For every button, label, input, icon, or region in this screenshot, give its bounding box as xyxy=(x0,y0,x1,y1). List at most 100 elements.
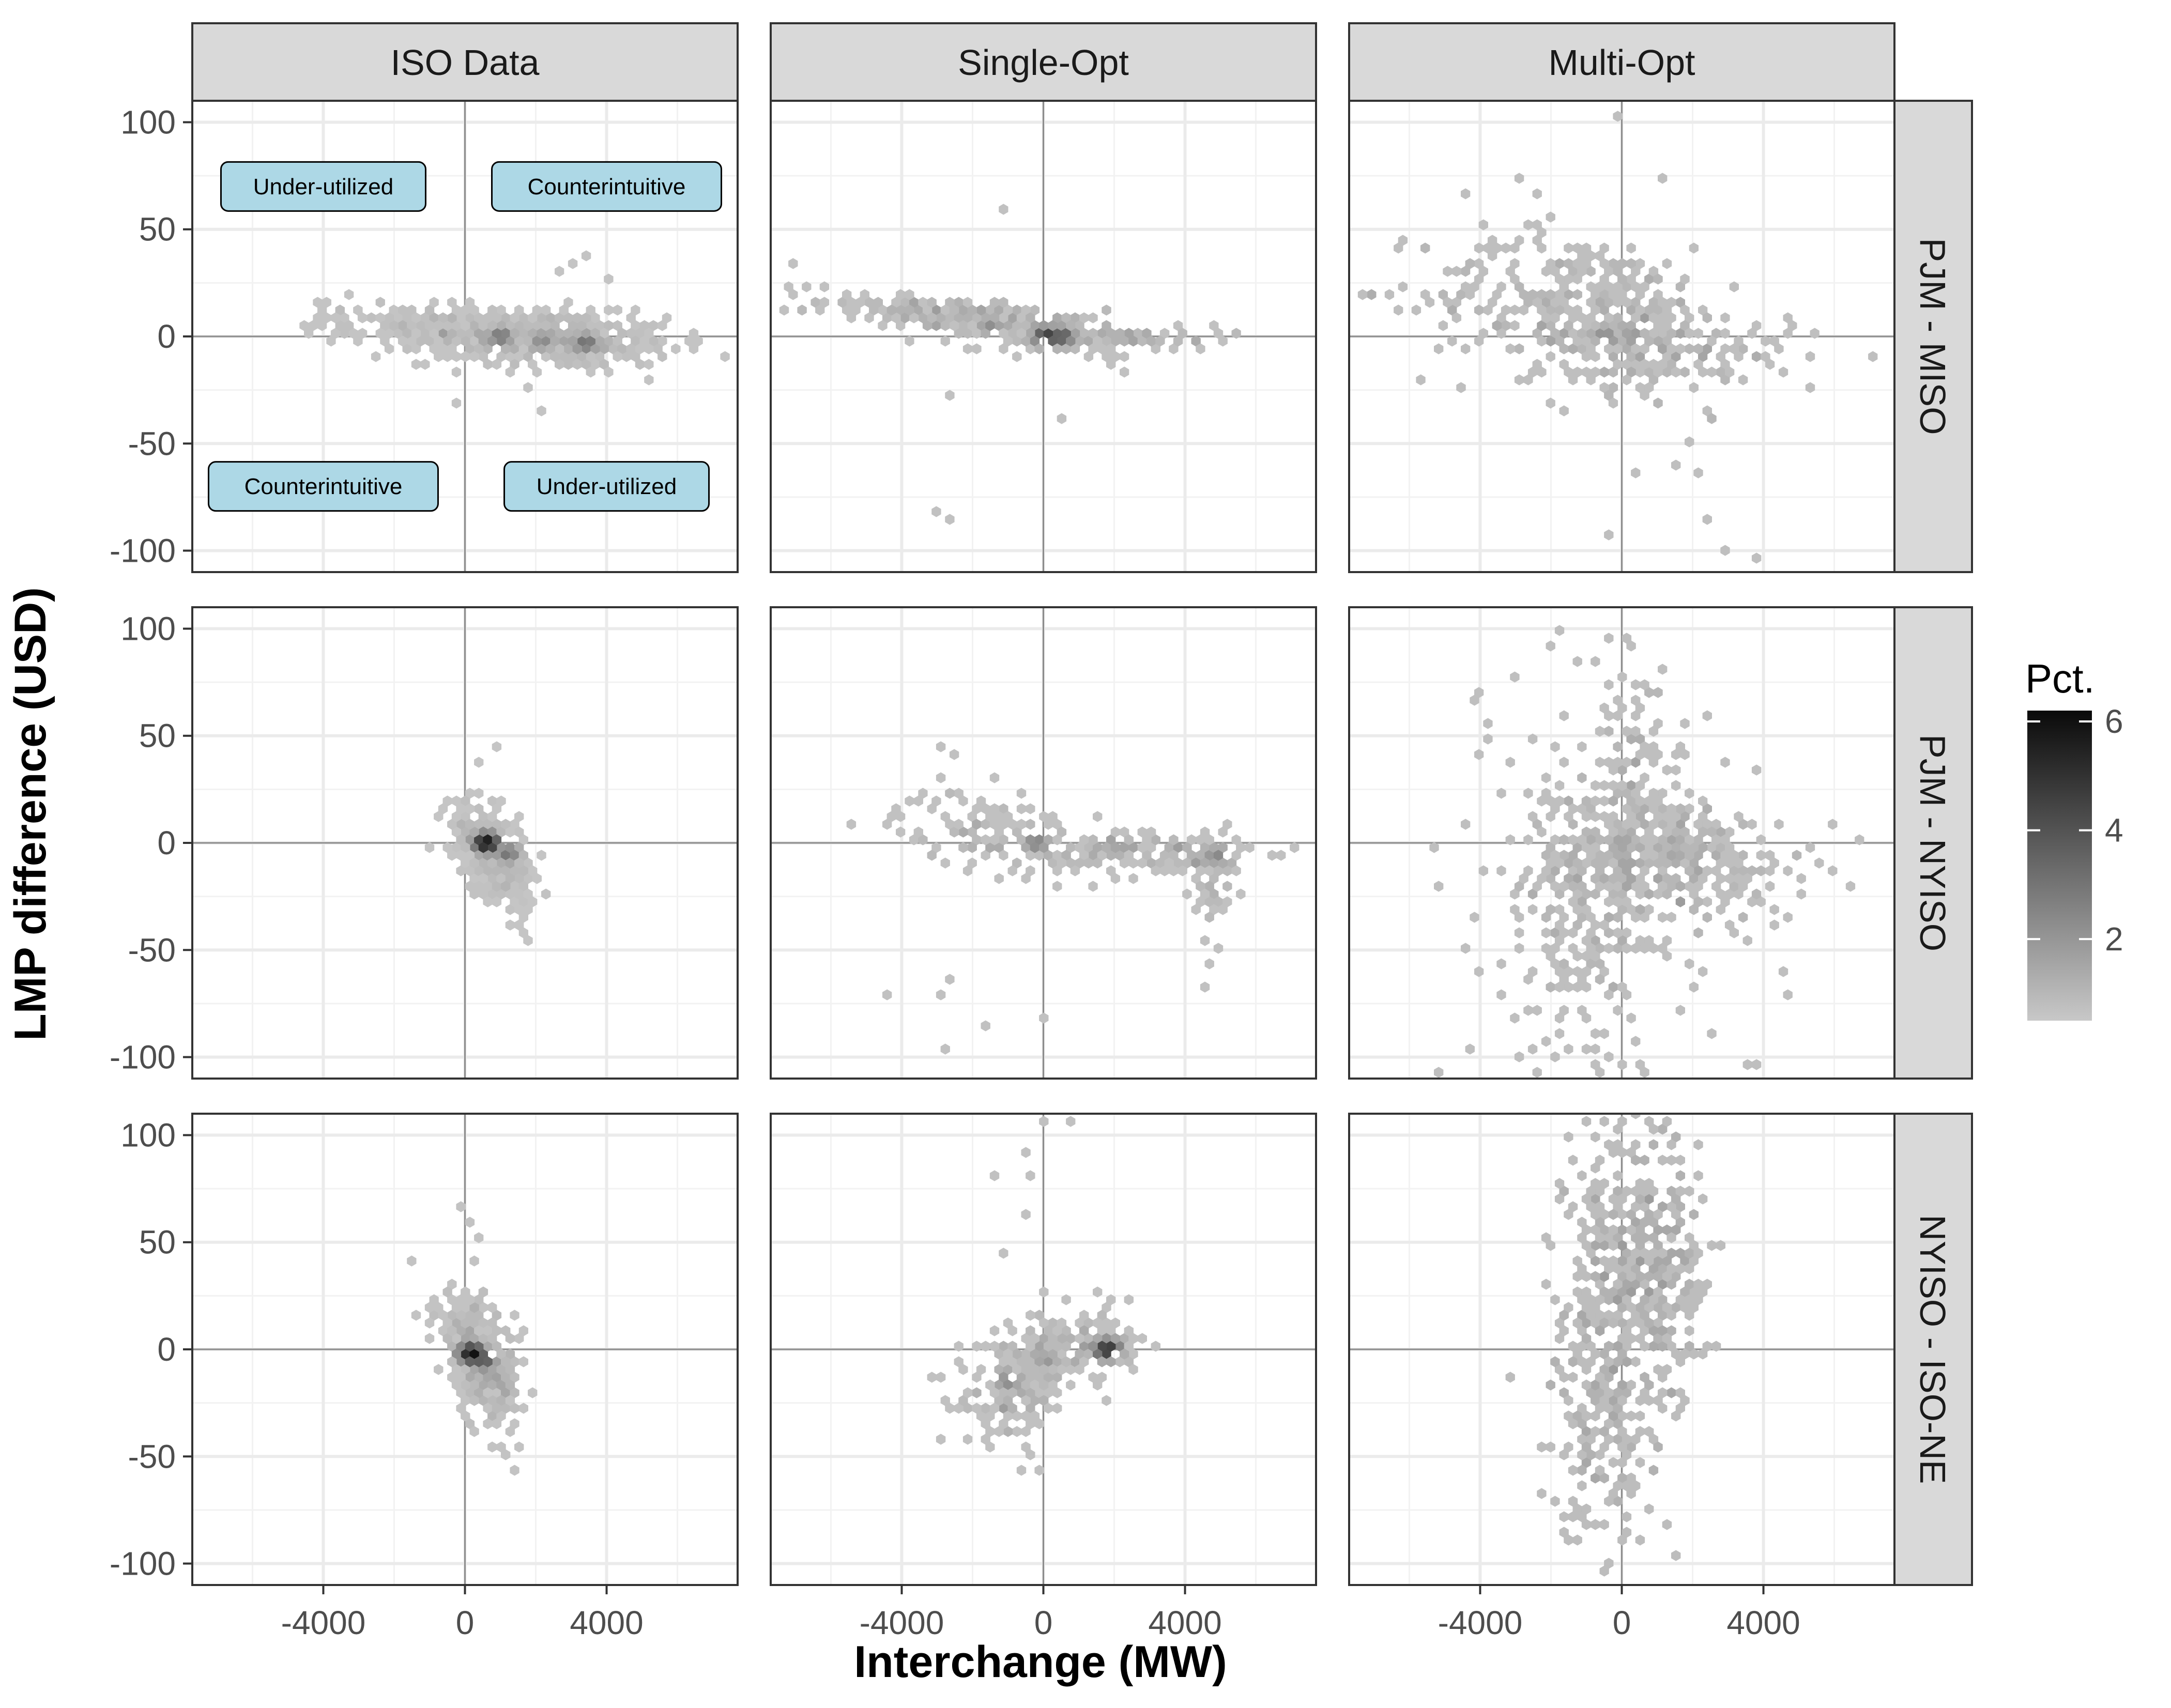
hexbin-cell xyxy=(424,1333,435,1344)
hexbin-cell xyxy=(1640,1067,1649,1078)
hexbin-cell xyxy=(1057,1333,1067,1344)
hexbin-cell xyxy=(1236,842,1246,853)
hexbin-cell xyxy=(1675,343,1685,355)
hexbin-cell xyxy=(936,741,946,752)
hexbin-cell xyxy=(1599,857,1609,869)
hexbin-cell xyxy=(1693,834,1703,845)
hexbin-cell xyxy=(1021,335,1031,347)
hexbin-cell xyxy=(1537,335,1547,347)
hexbin-cell xyxy=(1640,943,1649,954)
hexbin-cell xyxy=(447,1294,457,1305)
hexbin-cell xyxy=(1653,1209,1663,1220)
hexbin-cell xyxy=(465,819,475,830)
hexbin-cell xyxy=(478,873,488,884)
hexbin-cell xyxy=(1591,1255,1600,1267)
hexbin-cell xyxy=(1640,1279,1649,1290)
y-tick-label: 100 xyxy=(120,1116,176,1153)
hexbin-cell xyxy=(402,312,412,324)
hexbin-cell xyxy=(940,320,950,331)
hexbin-cell xyxy=(1577,1294,1587,1305)
hexbin-cell xyxy=(456,1325,466,1336)
hexbin-cell xyxy=(1608,1224,1618,1236)
hexbin-cell xyxy=(1030,842,1040,853)
hexbin-cell xyxy=(1667,359,1676,370)
hexbin-cell xyxy=(1796,873,1806,884)
hexbin-cell xyxy=(1039,1348,1049,1360)
hexbin-cell xyxy=(1572,857,1582,869)
hexbin-cell xyxy=(1675,281,1685,293)
hexbin-cell xyxy=(492,312,502,324)
hexbin-cell xyxy=(1568,343,1578,355)
hexbin-cell xyxy=(1097,1325,1107,1336)
column-strip: Multi-Opt xyxy=(1348,22,1895,102)
hexbin-cell xyxy=(1689,1240,1699,1251)
hexbin-cell xyxy=(469,826,479,838)
hexbin-cell xyxy=(1052,312,1062,324)
hexbin-cell xyxy=(1007,1325,1017,1336)
hexbin-cell xyxy=(313,312,323,324)
hexbin-cell xyxy=(1581,826,1592,838)
hexbin-cell xyxy=(1702,896,1712,907)
hexbin-cell xyxy=(1716,1240,1725,1251)
hexbin-cell xyxy=(1016,328,1027,339)
hexbin-cell xyxy=(1523,834,1533,845)
hexbin-cell xyxy=(1635,873,1645,884)
hexbin-cell xyxy=(1384,289,1395,300)
hexbin-cell xyxy=(1026,1170,1035,1181)
hexbin-cell xyxy=(1653,304,1663,316)
hexbin-cell xyxy=(1124,850,1134,861)
hexbin-cell xyxy=(541,320,551,331)
hexbin-cell xyxy=(1057,335,1067,347)
hexbin-cell xyxy=(1564,981,1573,993)
hexbin-cell xyxy=(1599,1209,1609,1220)
hexbin-cell xyxy=(1048,811,1058,822)
hexbin-cell xyxy=(1720,359,1730,370)
hexbin-cell xyxy=(1514,173,1524,184)
hexbin-cell xyxy=(1613,1201,1623,1212)
hexbin-cell xyxy=(1532,188,1542,199)
hexbin-cell xyxy=(1523,1005,1533,1016)
hexbin-cell xyxy=(1030,335,1040,347)
hexbin-cell xyxy=(1124,1294,1134,1305)
hexbin-cell xyxy=(1662,826,1672,838)
hexbin-cell xyxy=(510,850,519,861)
hexbin-cell xyxy=(1680,811,1690,822)
hexbin-cell xyxy=(1604,679,1614,690)
hexbin-cell xyxy=(1613,1403,1623,1414)
hexbin-cell xyxy=(1586,328,1596,339)
hexbin-cell xyxy=(1021,1364,1031,1375)
hexbin-cell xyxy=(447,819,457,830)
hexbin-cell xyxy=(1720,328,1730,339)
hexbin-cell xyxy=(1662,258,1672,269)
hexbin-cell xyxy=(442,1286,452,1298)
hexbin-cell xyxy=(541,335,551,347)
hexbin-cell xyxy=(1102,335,1111,347)
hexbin-cell xyxy=(1626,1209,1636,1220)
hexbin-cell xyxy=(478,320,488,331)
hexbin-cell xyxy=(1644,935,1654,946)
hexbin-cell xyxy=(1720,757,1730,768)
hexbin-cell xyxy=(972,1387,982,1398)
hexbin-cell xyxy=(456,1310,466,1321)
hexbin-cell xyxy=(581,312,591,324)
hexbin-cell xyxy=(1626,1302,1636,1313)
hexbin-cell xyxy=(1568,328,1578,339)
annotation-text: Under-utilized xyxy=(253,174,393,199)
hexbin-cell xyxy=(1685,312,1694,324)
hexbin-cell xyxy=(1622,1279,1632,1290)
hexbin-cell xyxy=(896,320,906,331)
hexbin-cell xyxy=(1783,328,1793,339)
hexbin-cell xyxy=(1465,258,1475,269)
hexbin-cell xyxy=(1631,1310,1641,1321)
panel-1-1 xyxy=(770,606,1317,1080)
row-strip: PJM - NYISO xyxy=(1893,606,1973,1080)
hexbin-cell xyxy=(532,320,542,331)
hexbin-cell xyxy=(972,343,982,355)
hexbin-cell xyxy=(1357,289,1368,300)
hexbin-cell xyxy=(1106,865,1116,876)
hexbin-cell xyxy=(483,834,493,845)
hexbin-cell xyxy=(1685,1263,1694,1274)
hexbin-cell xyxy=(380,320,390,331)
hexbin-cell xyxy=(1658,1325,1668,1336)
hexbin-cell xyxy=(1564,1395,1573,1406)
